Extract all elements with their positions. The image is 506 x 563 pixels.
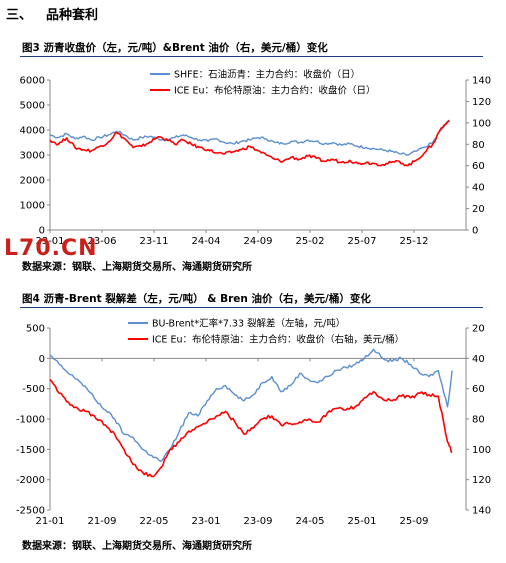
x-tick-label: 23-09 xyxy=(243,516,272,527)
x-tick-label: 25-12 xyxy=(399,236,428,247)
figure1-title: 图3 沥青收盘价（左，元/吨）&Brent 油价（右，美元/桶）变化 xyxy=(22,42,328,54)
section-title: 品种套利 xyxy=(46,8,99,23)
right-tick-label: 100 xyxy=(472,445,491,456)
figure2-chart: -2500 -2000 -1500 -1000 -500 0 500 20 40 60 80 100 1… xyxy=(16,318,491,528)
x-tick-label: 23-11 xyxy=(139,236,168,247)
x-tick-label: 21-09 xyxy=(87,516,116,527)
right-tick-label: 20 xyxy=(472,324,485,335)
x-tick-label: 22-05 xyxy=(139,516,168,527)
x-tick-label: 24-09 xyxy=(243,236,272,247)
series-line-2 xyxy=(49,379,453,478)
chart-legend: BU-Brent*汇率*7.33 裂解差（左轴，元/吨） ICE Eu：布伦特原油… xyxy=(128,318,404,346)
x-tick-label: 24-04 xyxy=(191,236,220,247)
figure2-rule xyxy=(20,307,483,308)
right-tick-label: 80 xyxy=(472,415,485,426)
right-tick-label: 140 xyxy=(472,506,491,517)
right-tick-label: 40 xyxy=(472,183,485,194)
x-tick-label: 25-02 xyxy=(295,236,324,247)
x-tick-label: 24-05 xyxy=(295,516,324,527)
left-tick-label: 1000 xyxy=(20,201,45,212)
x-tick-label: 23-01 xyxy=(35,236,64,247)
right-tick-label: 60 xyxy=(472,384,485,395)
left-tick-label: 6000 xyxy=(20,76,45,87)
watermark-logo: L70.CN xyxy=(4,236,98,261)
left-tick-label: -1000 xyxy=(16,415,45,426)
chart-legend: SHFE：石油沥青：主力合约：收盘价（日） ICE Eu：布伦特原油：主力合约：收… xyxy=(150,69,375,97)
right-tick-label: 140 xyxy=(472,76,491,87)
left-tick-label: 0 xyxy=(39,354,45,365)
series-line-2 xyxy=(49,120,450,167)
right-tick-label: 60 xyxy=(472,161,485,172)
legend-label-2: ICE Eu：布伦特原油：主力合约：收盘价（右轴，美元/桶） xyxy=(152,334,404,346)
figure2-title: 图4 沥青-Brent 裂解差（左，元/吨） & Bren 油价（右，美元/桶）… xyxy=(22,293,371,305)
x-tick-label: 23-06 xyxy=(87,236,116,247)
right-tick-label: 0 xyxy=(472,226,478,237)
right-tick-label: 120 xyxy=(472,475,491,486)
right-tick-label: 80 xyxy=(472,140,485,151)
x-tick-label: 23-01 xyxy=(191,516,220,527)
left-tick-label: -2000 xyxy=(16,475,45,486)
legend-label-1: SHFE：石油沥青：主力合约：收盘价（日） xyxy=(174,69,360,81)
x-tick-label: 21-01 xyxy=(35,516,64,527)
x-tick-label: 25-01 xyxy=(347,516,376,527)
figure1-chart: 0 1000 2000 3000 4000 5000 6000 0 20 40 60 80 100 120… xyxy=(20,69,492,248)
series-line-1 xyxy=(49,348,453,463)
left-tick-label: 500 xyxy=(26,324,45,335)
section-number: 三、 xyxy=(6,8,33,23)
right-tick-label: 40 xyxy=(472,354,485,365)
figure2-source: 数据来源：钢联、上海期货交易所、海通期货研究所 xyxy=(22,541,252,552)
figure1-source: 数据来源：钢联、上海期货交易所、海通期货研究所 xyxy=(22,262,252,273)
figure1-rule xyxy=(20,56,483,57)
legend-label-2: ICE Eu：布伦特原油：主力合约：收盘价（日） xyxy=(174,85,375,97)
left-tick-label: 5000 xyxy=(20,101,45,112)
left-tick-label: -2500 xyxy=(16,506,45,517)
left-tick-label: -1500 xyxy=(16,445,45,456)
left-tick-label: 4000 xyxy=(20,126,45,137)
left-tick-label: 2000 xyxy=(20,176,45,187)
right-tick-label: 20 xyxy=(472,204,485,215)
left-tick-label: 0 xyxy=(39,226,45,237)
right-tick-label: 120 xyxy=(472,97,491,108)
left-tick-label: 3000 xyxy=(20,151,45,162)
x-tick-label: 25-09 xyxy=(399,516,428,527)
right-tick-label: 100 xyxy=(472,118,491,129)
section-heading: 三、 品种套利 xyxy=(6,4,112,23)
left-tick-label: -500 xyxy=(22,384,45,395)
series-line-1 xyxy=(49,119,450,156)
legend-label-1: BU-Brent*汇率*7.33 裂解差（左轴，元/吨） xyxy=(152,318,345,330)
x-tick-label: 25-07 xyxy=(347,236,376,247)
